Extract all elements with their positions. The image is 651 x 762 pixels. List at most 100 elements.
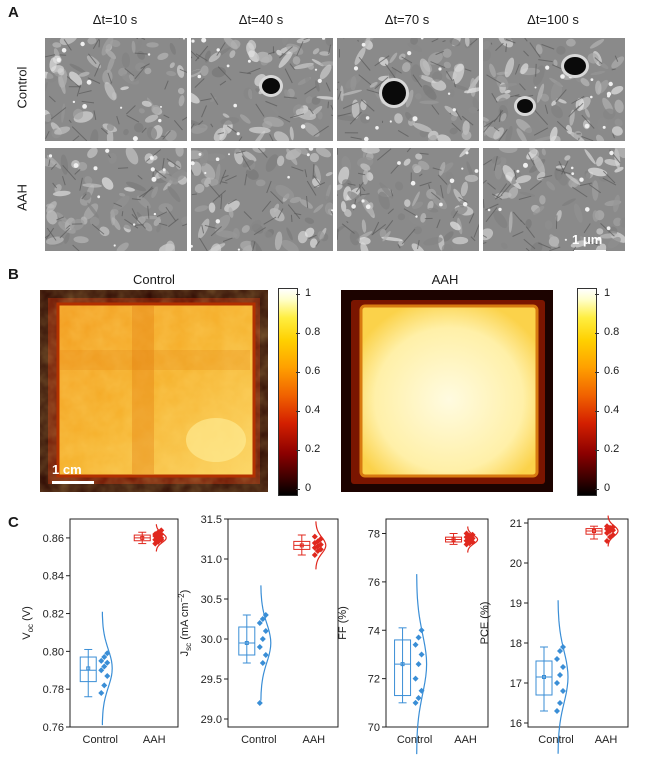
x-tick-label: Control <box>397 734 432 746</box>
sem-image <box>483 148 625 251</box>
aah-data-point <box>317 546 324 553</box>
sem-image <box>483 38 625 141</box>
aah-data-point <box>469 535 476 542</box>
sem-image <box>337 38 479 141</box>
control-mean <box>244 641 249 645</box>
y-tick-label: 78 <box>368 529 380 541</box>
control-data-point <box>415 694 422 701</box>
y-tick-label: 16 <box>510 718 522 730</box>
colorbar-tick-mark <box>595 372 599 373</box>
x-tick-label: AAH <box>302 734 325 746</box>
y-tick-label: 0.76 <box>43 722 64 734</box>
panel-b-label: B <box>8 266 19 283</box>
control-data-point <box>262 628 269 634</box>
aah-data-point <box>152 531 159 538</box>
control-data-point <box>256 620 263 626</box>
aah-data-point <box>604 523 610 530</box>
colorbar-tick-mark <box>595 333 599 334</box>
y-tick-label: 72 <box>368 674 380 686</box>
panel-c-label: C <box>8 514 19 531</box>
x-tick-label: AAH <box>454 734 477 746</box>
colorbar-tick-label: 0.8 <box>305 326 321 338</box>
sem-image <box>45 148 187 251</box>
y-tick-label: 30.5 <box>201 594 222 606</box>
control-data-point <box>554 656 560 662</box>
control-data-point <box>557 672 563 678</box>
control-density-curve <box>416 574 428 755</box>
control-data-point <box>415 634 422 641</box>
map-title-control: Control <box>133 272 175 287</box>
x-tick-label: Control <box>241 734 276 746</box>
y-axis-label: Voc (V) <box>21 606 35 640</box>
control-data-point <box>256 700 263 706</box>
control-data-point <box>418 651 425 658</box>
y-tick-label: 76 <box>368 577 380 589</box>
y-tick-label: 0.82 <box>43 609 64 621</box>
colorbar-tick-label: 1 <box>305 287 312 299</box>
colorbar-tick-label: 0 <box>305 482 312 494</box>
control-data-point <box>98 657 105 664</box>
colorbar-tick-mark <box>296 411 300 412</box>
control-data-point <box>101 654 108 661</box>
aah-mean <box>299 543 304 548</box>
x-tick-label: Control <box>538 734 573 746</box>
el-scale-bar: 1 cm <box>52 462 112 486</box>
plot-frame <box>227 518 339 728</box>
control-density-curve <box>557 600 569 754</box>
control-data-point <box>259 636 266 642</box>
control-data-point <box>104 672 111 679</box>
aah-data-point <box>463 530 470 537</box>
control-data-point <box>259 616 266 622</box>
y-tick-label: 21 <box>510 518 522 530</box>
colorbar-tick-mark <box>296 333 300 334</box>
y-tick-label: 29.5 <box>201 674 222 686</box>
el-scale-bar-line <box>52 481 94 484</box>
control-data-point <box>560 664 566 670</box>
sem-scale-bar-line <box>574 250 606 253</box>
performance-box-charts: 0.86 0.84 0.82 0.80 0.78 0.76 Voc (V) Control AA… <box>21 514 629 755</box>
sem-image <box>337 148 479 251</box>
aah-data-point <box>311 552 318 558</box>
aah-mean <box>451 537 456 542</box>
y-tick-label: 29.0 <box>201 714 222 726</box>
sem-image <box>191 148 333 251</box>
control-density-curve <box>260 585 272 701</box>
colorbar-tick-mark <box>296 450 300 451</box>
control-data-point <box>98 689 105 696</box>
column-title-1: Δt=10 s <box>92 12 138 27</box>
colorbar-tick-label: 0.2 <box>305 443 321 455</box>
y-axis-label: FF (%) <box>337 606 349 640</box>
control-data-point <box>560 688 566 694</box>
control-data-point <box>557 648 563 654</box>
aah-data-point <box>463 534 470 541</box>
control-mean <box>542 675 546 679</box>
sem-image <box>191 38 333 141</box>
control-box <box>394 639 412 697</box>
y-tick-label: 31.5 <box>201 514 222 526</box>
aah-data-point <box>152 536 159 543</box>
control-data-point <box>557 700 563 706</box>
aah-data-point <box>311 533 318 540</box>
aah-mean <box>592 529 596 533</box>
control-data-point <box>415 661 422 668</box>
colorbar-tick-label: 0.2 <box>604 443 620 455</box>
y-tick-label: 0.78 <box>43 684 64 696</box>
control-box <box>535 660 553 696</box>
control-data-point <box>101 682 108 689</box>
y-tick-label: 30.0 <box>201 634 222 646</box>
aah-density-curve <box>467 526 479 553</box>
column-title-3: Δt=70 s <box>384 12 430 27</box>
control-box <box>238 626 256 656</box>
y-tick-label: 20 <box>510 558 522 570</box>
sem-image <box>45 38 187 141</box>
aah-data-point <box>311 544 318 551</box>
panel-a-label: A <box>8 4 19 21</box>
control-data-point <box>412 675 419 682</box>
colorbar-tick-mark <box>296 372 300 373</box>
plot-frame <box>69 518 179 728</box>
y-tick-label: 74 <box>368 625 380 637</box>
y-axis-label: Jsc (mA cm−2) <box>177 590 193 657</box>
colorbar-tick-label: 0.6 <box>604 365 620 377</box>
control-data-point <box>104 659 111 666</box>
aah-density-curve <box>607 515 619 547</box>
